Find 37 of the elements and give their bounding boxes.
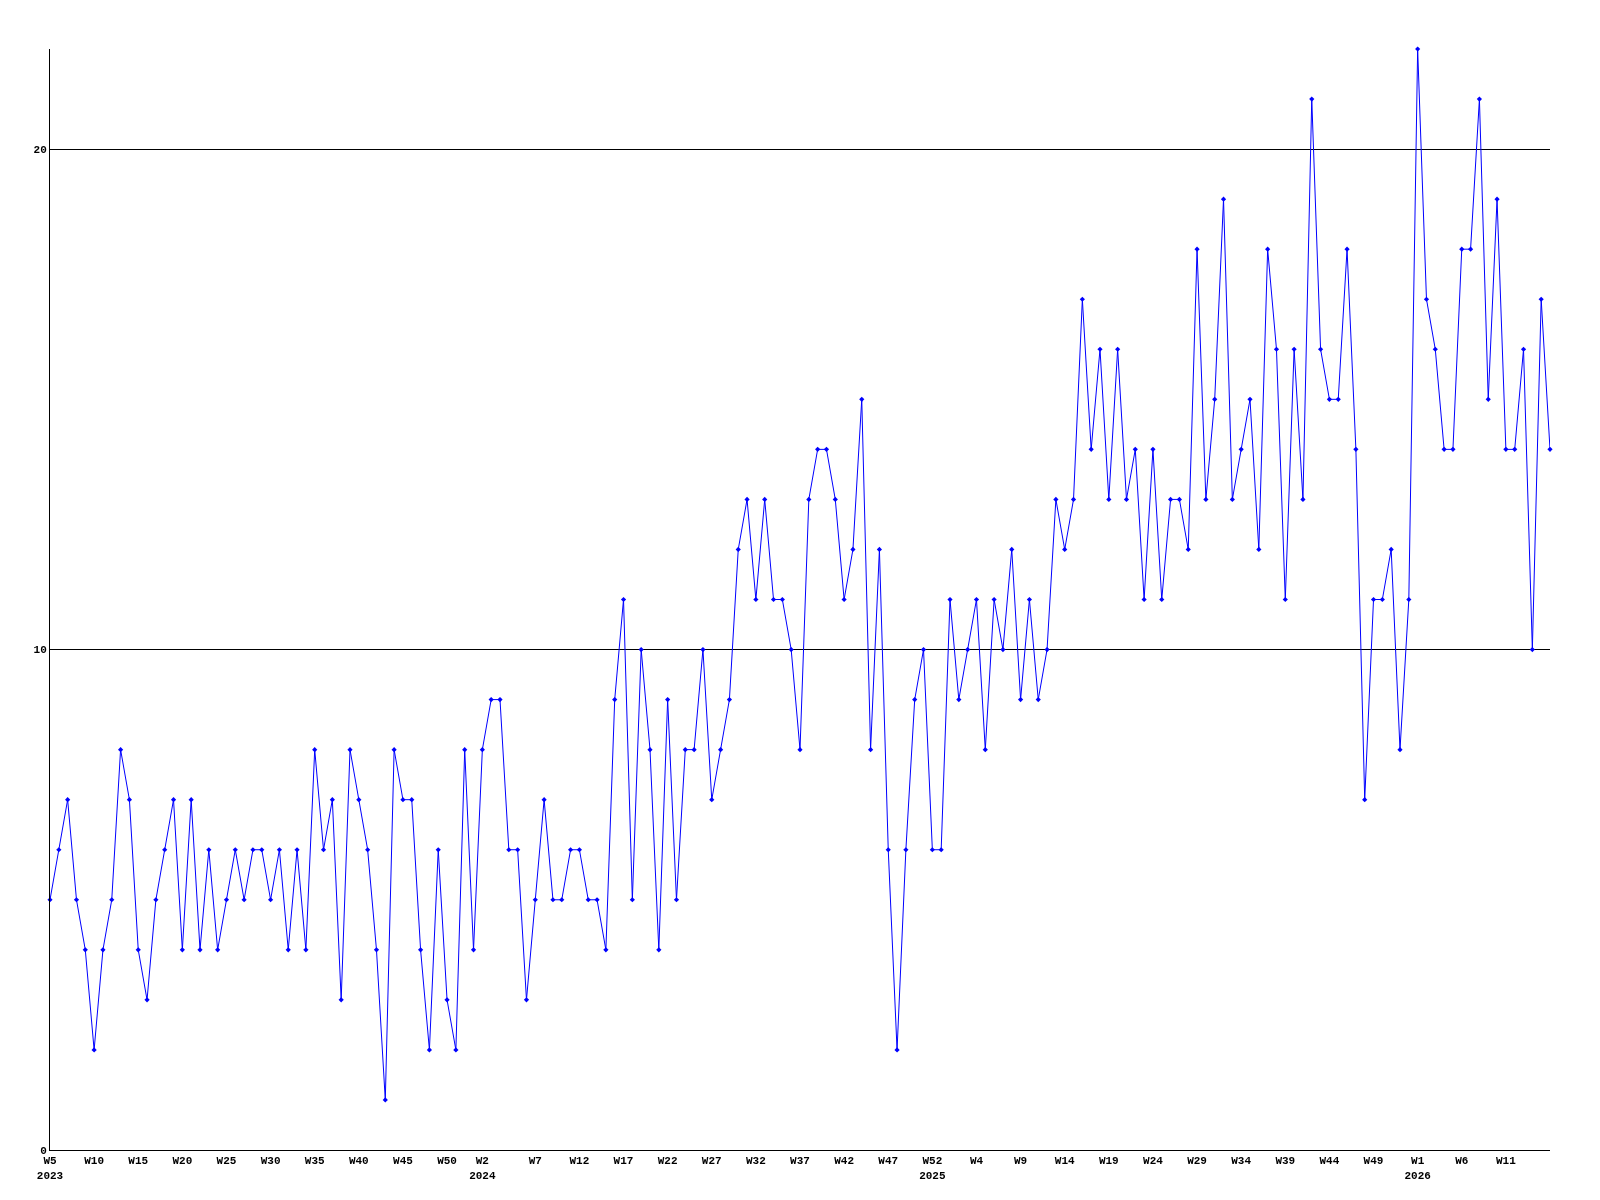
x-tick-label: W6: [1455, 1155, 1469, 1168]
x-tick-label: W39: [1275, 1155, 1296, 1168]
x-tick-label: W32: [745, 1155, 766, 1168]
x-tick-label: W12: [569, 1155, 590, 1168]
x-tick-label: W15: [128, 1155, 149, 1168]
x-tick-label: W30: [260, 1155, 281, 1168]
x-tick-label: W1 2026: [1404, 1155, 1431, 1182]
x-tick-label: W24: [1143, 1155, 1164, 1168]
x-tick-label: W29: [1187, 1155, 1207, 1168]
x-tick-label: W25: [216, 1155, 237, 1168]
x-tick-label: W35: [304, 1155, 326, 1168]
x-tick-label: W45: [393, 1155, 414, 1168]
x-tick-label: W5 2023: [36, 1155, 64, 1182]
x-tick-label: W27: [701, 1155, 722, 1168]
x-tick-label: W4: [969, 1155, 984, 1168]
x-tick-label: W19: [1098, 1155, 1119, 1168]
x-tick-label: W20: [172, 1155, 193, 1168]
x-tick-label: W14: [1054, 1155, 1076, 1168]
x-tick-label: W52 2025: [919, 1155, 946, 1182]
x-tick-label: W49: [1363, 1155, 1384, 1168]
x-tick-label: W10: [84, 1155, 105, 1168]
x-tick-label: W22: [657, 1155, 678, 1168]
x-tick-label: W7: [528, 1155, 542, 1168]
x-tick-label: W34: [1231, 1155, 1252, 1168]
x-tick-label: W9: [1013, 1155, 1028, 1168]
x-tick-label: W17: [613, 1155, 634, 1168]
x-tick-label: W47: [878, 1155, 899, 1168]
x-tick-label: W44: [1319, 1155, 1340, 1168]
y-tick-label: 10: [33, 644, 47, 657]
x-tick-label: W42: [834, 1155, 855, 1168]
x-tick-label: W40: [348, 1155, 369, 1168]
y-tick-label: 20: [33, 143, 47, 156]
x-tick-label: W11: [1495, 1155, 1517, 1168]
y-tick-label: 0: [40, 1144, 47, 1157]
x-tick-label: W50: [437, 1155, 457, 1168]
x-tick-label: W37: [790, 1155, 810, 1168]
x-tick-label: W2 2024: [469, 1155, 496, 1182]
